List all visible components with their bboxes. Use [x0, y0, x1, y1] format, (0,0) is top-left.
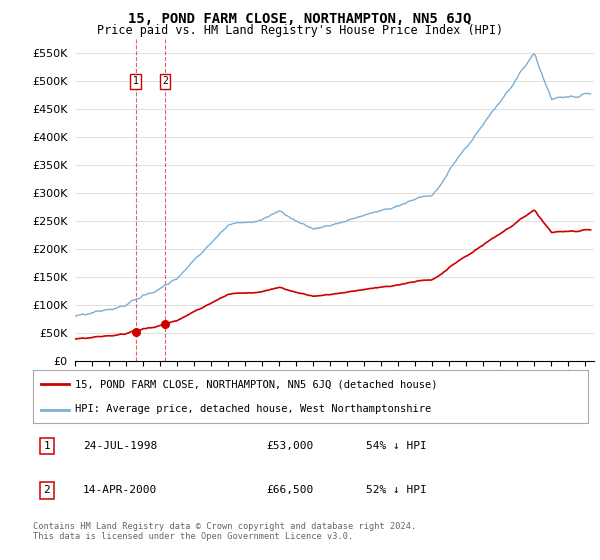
Text: 2: 2	[162, 76, 168, 86]
Text: £53,000: £53,000	[266, 441, 313, 451]
Text: £66,500: £66,500	[266, 486, 313, 495]
Text: 14-APR-2000: 14-APR-2000	[83, 486, 157, 495]
Text: 15, POND FARM CLOSE, NORTHAMPTON, NN5 6JQ (detached house): 15, POND FARM CLOSE, NORTHAMPTON, NN5 6J…	[74, 380, 437, 390]
Text: 52% ↓ HPI: 52% ↓ HPI	[366, 486, 427, 495]
Text: 15, POND FARM CLOSE, NORTHAMPTON, NN5 6JQ: 15, POND FARM CLOSE, NORTHAMPTON, NN5 6J…	[128, 12, 472, 26]
Text: Price paid vs. HM Land Registry's House Price Index (HPI): Price paid vs. HM Land Registry's House …	[97, 24, 503, 36]
Text: 1: 1	[44, 441, 50, 451]
Text: Contains HM Land Registry data © Crown copyright and database right 2024.
This d: Contains HM Land Registry data © Crown c…	[33, 522, 416, 542]
Text: 24-JUL-1998: 24-JUL-1998	[83, 441, 157, 451]
Text: 2: 2	[44, 486, 50, 495]
Text: 54% ↓ HPI: 54% ↓ HPI	[366, 441, 427, 451]
Text: HPI: Average price, detached house, West Northamptonshire: HPI: Average price, detached house, West…	[74, 404, 431, 414]
Text: 1: 1	[133, 76, 139, 86]
